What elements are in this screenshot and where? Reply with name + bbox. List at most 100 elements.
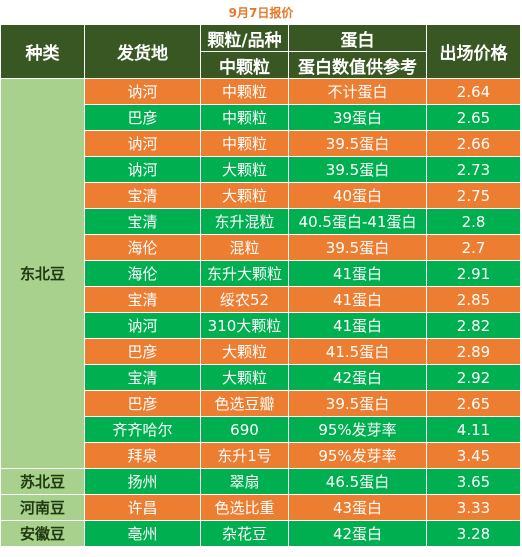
table-row: 巴彦 中颗粒 39蛋白 2.65 xyxy=(1,104,521,131)
protein-cell: 40蛋白 xyxy=(288,182,427,209)
origin-cell: 讷河 xyxy=(84,130,201,157)
grain-cell: 中颗粒 xyxy=(200,130,289,157)
protein-cell: 41蛋白 xyxy=(288,260,427,287)
origin-cell: 宝清 xyxy=(84,208,201,235)
grain-cell: 东升大颗粒 xyxy=(200,260,289,287)
price-cell: 2.92 xyxy=(426,364,521,391)
price-cell: 2.91 xyxy=(426,260,521,287)
origin-cell: 宝清 xyxy=(84,364,201,391)
table-row: 宝清 大颗粒 40蛋白 2.75 xyxy=(1,182,521,209)
origin-cell: 巴彦 xyxy=(84,104,201,131)
origin-cell: 扬州 xyxy=(84,468,201,495)
price-cell: 3.65 xyxy=(426,468,521,495)
protein-cell: 41蛋白 xyxy=(288,286,427,313)
protein-cell: 39.5蛋白 xyxy=(288,130,427,157)
protein-cell: 39.5蛋白 xyxy=(288,234,427,261)
table-row: 海伦 混粒 39.5蛋白 2.7 xyxy=(1,234,521,261)
grain-cell: 中颗粒 xyxy=(200,104,289,131)
category-cell: 河南豆 xyxy=(0,494,85,521)
price-cell: 2.73 xyxy=(426,156,521,183)
header-price: 出场价格 xyxy=(426,24,521,79)
grain-cell: 中颗粒 xyxy=(200,78,289,105)
header-protein: 蛋白 xyxy=(288,24,427,52)
origin-cell: 海伦 xyxy=(84,234,201,261)
price-cell: 2.85 xyxy=(426,286,521,313)
table-row: 安徽豆 亳州 杂花豆 42蛋白 3.28 xyxy=(0,520,521,547)
protein-cell: 不计蛋白 xyxy=(288,78,427,105)
header-grain: 颗粒/品种 xyxy=(200,24,289,52)
price-cell: 2.65 xyxy=(426,104,521,131)
protein-cell: 42蛋白 xyxy=(288,364,427,391)
origin-cell: 讷河 xyxy=(84,156,201,183)
table-row: 讷河 大颗粒 39.5蛋白 2.73 xyxy=(1,156,521,183)
grain-cell: 翠扇 xyxy=(200,468,289,495)
origin-cell: 海伦 xyxy=(84,260,201,287)
price-cell: 3.33 xyxy=(426,494,521,521)
header-protein-sub: 蛋白数值供参考 xyxy=(288,51,427,79)
table-row: 讷河 中颗粒 39.5蛋白 2.66 xyxy=(1,130,521,157)
table-row: 齐齐哈尔 690 95%发芽率 4.11 xyxy=(1,416,521,443)
grain-cell: 690 xyxy=(200,416,289,443)
price-cell: 2.75 xyxy=(426,182,521,209)
origin-cell: 巴彦 xyxy=(84,390,201,417)
table-row: 宝清 绥农52 41蛋白 2.85 xyxy=(1,286,521,313)
price-cell: 3.28 xyxy=(426,520,521,547)
protein-cell: 40.5蛋白-41蛋白 xyxy=(288,208,427,235)
protein-cell: 41蛋白 xyxy=(288,312,427,339)
table-row: 苏北豆 扬州 翠扇 46.5蛋白 3.65 xyxy=(0,468,521,495)
category-cell: 东北豆 xyxy=(0,78,85,469)
price-cell: 2.7 xyxy=(426,234,521,261)
price-cell: 2.8 xyxy=(426,208,521,235)
grain-cell: 大颗粒 xyxy=(200,364,289,391)
table-row: 巴彦 色选豆瓣 39.5蛋白 2.65 xyxy=(1,390,521,417)
table-row: 海伦 东升大颗粒 41蛋白 2.91 xyxy=(1,260,521,287)
price-cell: 2.89 xyxy=(426,338,521,365)
price-cell: 2.65 xyxy=(426,390,521,417)
origin-cell: 讷河 xyxy=(84,78,201,105)
table-row: 讷河 310大颗粒 41蛋白 2.82 xyxy=(1,312,521,339)
price-cell: 2.64 xyxy=(426,78,521,105)
grain-cell: 大颗粒 xyxy=(200,156,289,183)
header-origin: 发货地 xyxy=(84,24,201,79)
protein-cell: 41.5蛋白 xyxy=(288,338,427,365)
origin-cell: 讷河 xyxy=(84,312,201,339)
grain-cell: 大颗粒 xyxy=(200,338,289,365)
origin-cell: 亳州 xyxy=(84,520,201,547)
protein-cell: 46.5蛋白 xyxy=(288,468,427,495)
category-cell: 苏北豆 xyxy=(0,468,85,495)
price-table: 种类 发货地 颗粒/品种 蛋白 出场价格 中颗粒 蛋白数值供参考 东北豆 讷河 中颗… xyxy=(0,24,521,547)
origin-cell: 宝清 xyxy=(84,182,201,209)
protein-cell: 39.5蛋白 xyxy=(288,156,427,183)
protein-cell: 39.5蛋白 xyxy=(288,390,427,417)
grain-cell: 310大颗粒 xyxy=(200,312,289,339)
origin-cell: 宝清 xyxy=(84,286,201,313)
grain-cell: 东升1号 xyxy=(200,442,289,469)
grain-cell: 色选豆瓣 xyxy=(200,390,289,417)
header-category: 种类 xyxy=(0,24,85,79)
grain-cell: 大颗粒 xyxy=(200,182,289,209)
grain-cell: 东升混粒 xyxy=(200,208,289,235)
table-row: 拜泉 东升1号 95%发芽率 3.45 xyxy=(1,442,521,469)
protein-cell: 95%发芽率 xyxy=(288,416,427,443)
protein-cell: 39蛋白 xyxy=(288,104,427,131)
origin-cell: 拜泉 xyxy=(84,442,201,469)
grain-cell: 绥农52 xyxy=(200,286,289,313)
price-cell: 3.45 xyxy=(426,442,521,469)
protein-cell: 95%发芽率 xyxy=(288,442,427,469)
protein-cell: 42蛋白 xyxy=(288,520,427,547)
price-cell: 2.82 xyxy=(426,312,521,339)
category-cell: 安徽豆 xyxy=(0,520,85,547)
grain-cell: 色选比重 xyxy=(200,494,289,521)
grain-cell: 混粒 xyxy=(200,234,289,261)
report-date-title: 9月7日报价 xyxy=(228,6,294,20)
price-cell: 2.66 xyxy=(426,130,521,157)
table-row: 河南豆 许昌 色选比重 43蛋白 3.33 xyxy=(0,494,521,521)
origin-cell: 巴彦 xyxy=(84,338,201,365)
price-table-body: 东北豆 讷河 中颗粒 不计蛋白 2.64 巴彦 中颗粒 39蛋白 2.65 讷河 中颗粒 39.5蛋白… xyxy=(0,78,521,547)
price-cell: 4.11 xyxy=(426,416,521,443)
header-grain-sub: 中颗粒 xyxy=(200,51,289,79)
grain-cell: 杂花豆 xyxy=(200,520,289,547)
origin-cell: 齐齐哈尔 xyxy=(84,416,201,443)
protein-cell: 43蛋白 xyxy=(288,494,427,521)
table-row: 东北豆 讷河 中颗粒 不计蛋白 2.64 xyxy=(0,78,521,469)
